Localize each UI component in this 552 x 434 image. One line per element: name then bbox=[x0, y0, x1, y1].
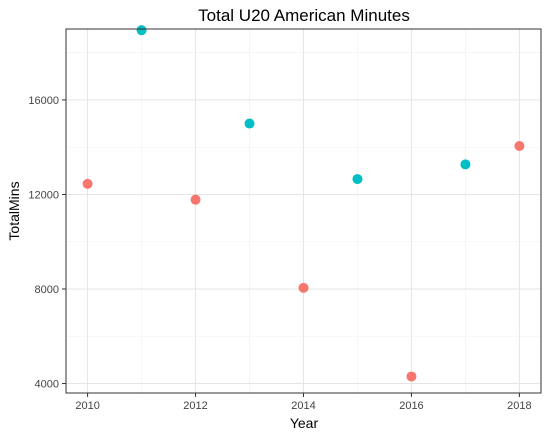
x-tick-label: 2014 bbox=[291, 400, 315, 412]
x-tick-label: 2018 bbox=[507, 400, 531, 412]
data-point bbox=[82, 178, 93, 189]
axis-ticks: 2010 2012 2014 2016 2018 4000 8000 12000 16000 bbox=[28, 95, 531, 412]
chart-title: Total U20 American Minutes bbox=[198, 6, 410, 25]
data-point bbox=[352, 174, 363, 185]
y-tick-label: 12000 bbox=[28, 189, 59, 201]
data-point bbox=[190, 194, 201, 205]
data-points bbox=[82, 25, 525, 382]
data-point bbox=[460, 159, 471, 170]
data-point bbox=[514, 141, 525, 151]
grid-lines bbox=[66, 29, 541, 393]
y-axis-label: TotalMins bbox=[6, 181, 22, 240]
y-tick-label: 16000 bbox=[28, 95, 59, 107]
y-tick-label: 8000 bbox=[35, 284, 59, 296]
data-point bbox=[298, 282, 309, 293]
data-point bbox=[406, 371, 417, 382]
data-point bbox=[244, 118, 255, 129]
x-tick-label: 2012 bbox=[183, 400, 207, 412]
x-tick-label: 2010 bbox=[75, 400, 99, 412]
x-tick-label: 2016 bbox=[399, 400, 423, 412]
data-point bbox=[136, 25, 147, 36]
x-axis-label: Year bbox=[290, 415, 319, 431]
y-tick-label: 4000 bbox=[35, 379, 59, 391]
